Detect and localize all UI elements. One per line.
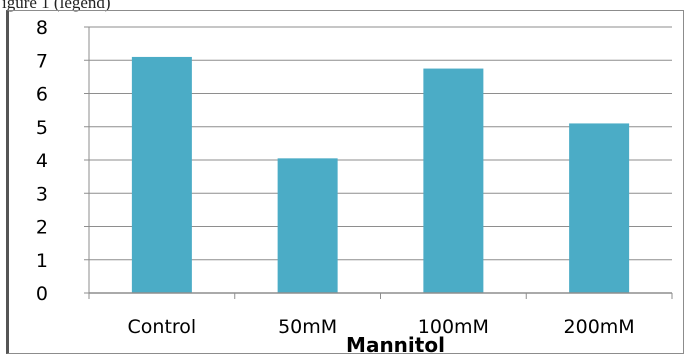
bars: [131, 56, 630, 293]
x-axis-title: Mannitol: [346, 333, 445, 356]
bar-50mm: [277, 158, 338, 293]
axes: [84, 26, 673, 299]
chart-frame: [6, 10, 684, 354]
y-tick-label: 8: [36, 17, 48, 39]
x-tick-labels: Control 50mM 100mM 200mM: [128, 316, 635, 338]
y-tick-label: 3: [36, 183, 48, 205]
y-tick-label: 7: [36, 50, 48, 72]
y-tick-label: 5: [36, 117, 48, 139]
bar-100mm: [423, 68, 484, 293]
bar-200mm: [569, 123, 630, 293]
x-tick-label: Control: [128, 316, 197, 338]
x-tick-label: 50mM: [278, 316, 337, 338]
y-tick-label: 1: [36, 250, 48, 272]
x-tick-label: 100mM: [418, 316, 489, 338]
y-tick-label: 6: [36, 84, 48, 106]
caption-fragment: igure 1 (legend): [2, 0, 111, 12]
x-tick-label: 200mM: [564, 316, 635, 338]
y-tick-labels: 0 1 2 3 4 5 6 7 8: [36, 17, 48, 305]
y-tick-label: 4: [36, 150, 48, 172]
bar-control: [131, 56, 192, 293]
y-tick-label: 2: [36, 217, 48, 239]
y-tick-label: 0: [36, 283, 48, 305]
